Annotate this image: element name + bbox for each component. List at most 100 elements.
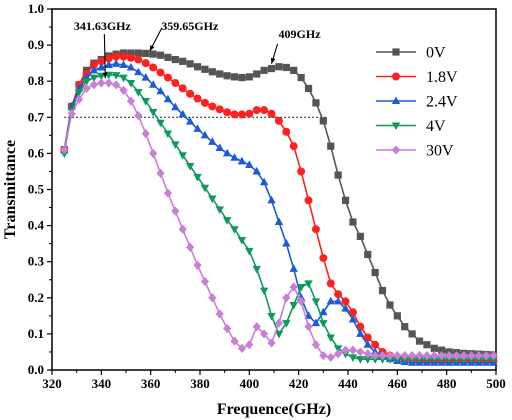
data-point	[327, 142, 335, 150]
data-point	[356, 232, 364, 241]
data-point	[164, 53, 172, 61]
data-point	[223, 108, 232, 117]
data-point	[415, 337, 424, 345]
data-point	[193, 260, 202, 270]
y-tick-label: 0.8	[28, 73, 45, 88]
x-tick-label: 320	[42, 376, 62, 391]
x-tick-label: 460	[388, 376, 408, 391]
annotation: 409GHz	[270, 27, 322, 64]
y-tick-label: 1.0	[28, 1, 44, 16]
data-point	[230, 226, 239, 234]
data-point	[82, 83, 91, 94]
data-point	[333, 296, 343, 305]
y-tick-label: 0.3	[28, 254, 45, 269]
data-point	[149, 63, 158, 72]
data-point	[171, 55, 179, 64]
legend-entry: 30V	[376, 143, 454, 160]
data-point	[260, 106, 269, 115]
data-point	[89, 60, 98, 69]
data-point	[267, 64, 276, 73]
data-point	[156, 119, 165, 128]
data-point	[127, 49, 135, 57]
data-point	[482, 350, 491, 361]
data-point	[186, 89, 195, 98]
annotation-label: 409GHz	[279, 27, 322, 41]
data-point	[259, 287, 269, 296]
data-point	[363, 349, 372, 359]
y-tick-label: 0.1	[28, 326, 44, 341]
data-point	[452, 350, 461, 361]
data-point	[393, 312, 401, 320]
annotation-arrowhead	[270, 57, 276, 64]
data-point	[290, 66, 298, 74]
data-point	[148, 80, 158, 88]
data-point	[97, 72, 106, 81]
data-point	[259, 177, 269, 186]
data-point	[363, 333, 372, 342]
data-point	[141, 98, 150, 106]
data-point	[319, 350, 328, 361]
data-point	[216, 70, 224, 78]
data-point	[60, 145, 69, 155]
data-point	[156, 51, 165, 59]
data-point	[371, 350, 380, 361]
data-point	[326, 334, 335, 343]
y-tick-label: 0.4	[28, 218, 45, 233]
data-point	[304, 196, 313, 205]
x-tick-label: 480	[437, 376, 457, 391]
data-point	[141, 128, 150, 139]
data-point	[126, 62, 136, 71]
data-point	[334, 349, 343, 359]
data-point	[282, 127, 291, 136]
data-point	[223, 323, 232, 334]
data-point	[193, 173, 202, 182]
x-tick-label: 440	[338, 376, 358, 391]
data-point	[326, 352, 335, 362]
data-point	[171, 206, 180, 216]
data-point	[356, 347, 365, 357]
data-point	[222, 217, 232, 225]
data-point	[141, 59, 150, 68]
data-point	[134, 55, 143, 64]
data-point	[200, 184, 210, 193]
data-point	[348, 345, 358, 355]
data-point	[208, 195, 217, 204]
data-point	[215, 309, 224, 319]
annotation-arrow	[103, 33, 106, 79]
data-point	[119, 60, 128, 68]
data-point	[215, 105, 224, 114]
data-point	[171, 79, 180, 88]
data-point	[282, 293, 291, 303]
data-point	[260, 66, 268, 74]
x-tick-label: 420	[289, 376, 309, 391]
data-point	[311, 318, 321, 327]
data-point	[245, 73, 253, 81]
data-point	[104, 54, 113, 63]
data-point	[445, 350, 454, 361]
data-point	[149, 148, 158, 158]
data-point	[319, 117, 327, 125]
y-tick-label: 0.0	[28, 362, 44, 377]
data-point	[134, 67, 143, 76]
data-point	[289, 142, 298, 151]
annotation-arrowhead	[102, 72, 108, 79]
data-point	[348, 308, 357, 317]
data-point	[267, 338, 276, 348]
legend-label: 2.4V	[426, 94, 458, 111]
data-point	[208, 68, 216, 76]
annotation: 341.63GHz	[74, 19, 132, 79]
data-point	[201, 65, 209, 73]
data-point	[89, 80, 99, 90]
x-tick-label: 500	[486, 376, 506, 391]
data-point	[156, 68, 165, 77]
data-point	[75, 94, 84, 104]
x-axis-label: Frequence(GHz)	[217, 401, 331, 418]
data-point	[171, 102, 180, 111]
data-point	[275, 63, 283, 71]
data-point	[334, 171, 342, 179]
data-point	[267, 195, 276, 204]
data-point	[415, 350, 424, 361]
y-tick-label: 0.2	[28, 290, 44, 305]
x-tick-label: 380	[190, 376, 210, 391]
data-point	[193, 63, 202, 71]
